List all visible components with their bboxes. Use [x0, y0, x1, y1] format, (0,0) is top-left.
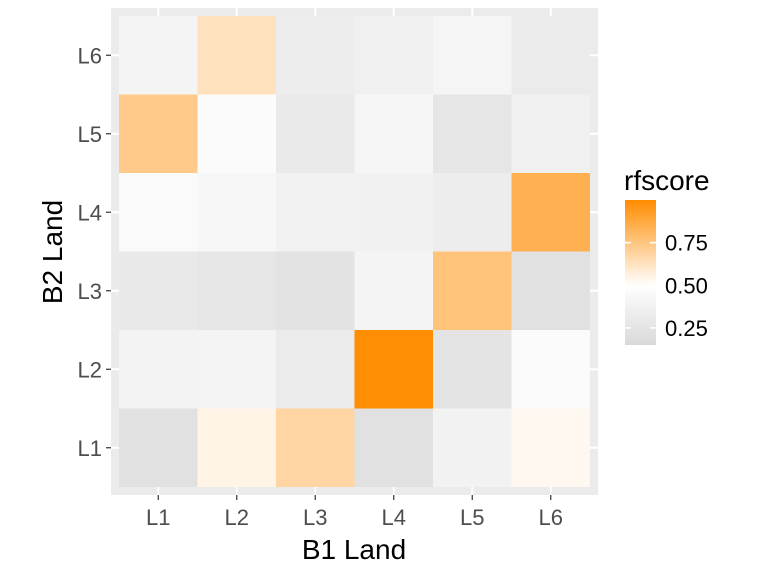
heatmap-cell-L5-L4 — [433, 173, 512, 252]
heatmap-cell-L3-L3 — [276, 251, 355, 330]
heatmap-cell-L2-L3 — [197, 251, 276, 330]
heatmap-cell-L4-L2 — [354, 330, 433, 409]
x-tick-label: L1 — [146, 505, 170, 530]
heatmap-cell-L1-L3 — [119, 251, 198, 330]
heatmap-cell-L6-L2 — [511, 330, 590, 409]
heatmap-cell-L6-L1 — [511, 408, 590, 487]
heatmap-cell-L4-L5 — [354, 94, 433, 173]
heatmap-cell-L5-L3 — [433, 251, 512, 330]
legend: rfscore 0.25 0.50 0.75 — [624, 165, 710, 345]
heatmap-cells — [119, 16, 590, 487]
heatmap-cell-L3-L6 — [276, 16, 355, 95]
heatmap-cell-L4-L4 — [354, 173, 433, 252]
heatmap-cell-L6-L5 — [511, 94, 590, 173]
heatmap-cell-L4-L3 — [354, 251, 433, 330]
heatmap-cell-L3-L2 — [276, 330, 355, 409]
heatmap-cell-L1-L4 — [119, 173, 198, 252]
legend-title: rfscore — [624, 165, 710, 196]
heatmap-cell-L4-L1 — [354, 408, 433, 487]
x-tick-label: L6 — [539, 505, 563, 530]
heatmap-cell-L4-L6 — [354, 16, 433, 95]
y-tick-label: L3 — [78, 279, 102, 304]
heatmap-cell-L6-L4 — [511, 173, 590, 252]
legend-label: 0.25 — [665, 316, 708, 341]
heatmap-cell-L2-L6 — [197, 16, 276, 95]
y-tick-label: L2 — [78, 357, 102, 382]
heatmap-cell-L1-L6 — [119, 16, 198, 95]
y-tick-label: L6 — [78, 43, 102, 68]
heatmap-cell-L6-L3 — [511, 251, 590, 330]
heatmap-cell-L5-L5 — [433, 94, 512, 173]
heatmap-cell-L5-L2 — [433, 330, 512, 409]
heatmap-cell-L1-L1 — [119, 408, 198, 487]
heatmap-cell-L2-L4 — [197, 173, 276, 252]
x-tick-label: L3 — [303, 505, 327, 530]
x-tick-label: L5 — [460, 505, 484, 530]
y-tick-label: L4 — [78, 200, 102, 225]
heatmap-cell-L5-L6 — [433, 16, 512, 95]
heatmap-cell-L3-L5 — [276, 94, 355, 173]
x-axis: L1 L2 L3 L4 L5 L6 — [146, 495, 563, 530]
y-tick-label: L5 — [78, 122, 102, 147]
x-tick-label: L2 — [225, 505, 249, 530]
y-tick-label: L1 — [78, 436, 102, 461]
legend-label: 0.75 — [665, 231, 708, 256]
heatmap-cell-L1-L5 — [119, 94, 198, 173]
legend-ticks: 0.25 0.50 0.75 — [625, 231, 708, 341]
x-axis-title: B1 Land — [302, 534, 406, 565]
legend-colorbar — [625, 200, 656, 345]
heatmap-cell-L2-L1 — [197, 408, 276, 487]
heatmap-cell-L5-L1 — [433, 408, 512, 487]
heatmap-cell-L6-L6 — [511, 16, 590, 95]
heatmap-cell-L3-L4 — [276, 173, 355, 252]
heatmap-cell-L3-L1 — [276, 408, 355, 487]
y-axis-title: B2 Land — [37, 200, 68, 304]
heatmap-cell-L2-L2 — [197, 330, 276, 409]
legend-label: 0.50 — [665, 273, 708, 298]
heatmap-cell-L1-L2 — [119, 330, 198, 409]
x-tick-label: L4 — [382, 505, 406, 530]
y-axis: L1 L2 L3 L4 L5 L6 — [78, 43, 111, 461]
heatmap-cell-L2-L5 — [197, 94, 276, 173]
